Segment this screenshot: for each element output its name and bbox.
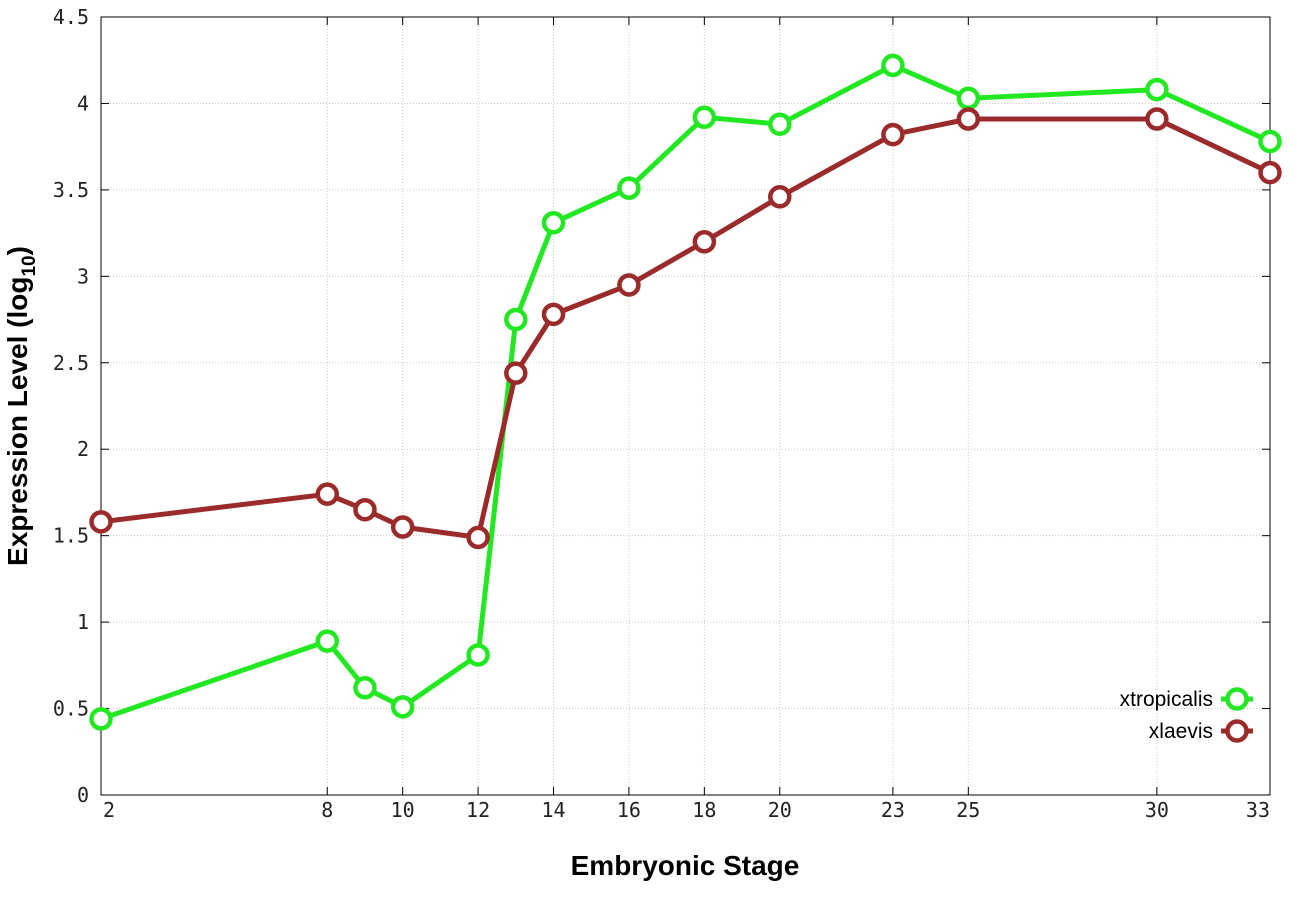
data-point-xtropicalis [353, 676, 377, 700]
data-point-xlaevis [89, 510, 113, 534]
legend-marker [1225, 719, 1249, 743]
data-point-xlaevis [956, 107, 981, 131]
data-point-xtropicalis [315, 629, 340, 653]
data-point-xtropicalis [89, 707, 113, 731]
legend-marker [1225, 687, 1249, 711]
series-xlaevis [89, 107, 1282, 550]
y-tick-label: 2.5 [53, 351, 89, 375]
y-axis-title-subscript: 10 [19, 255, 40, 276]
data-point-xtropicalis [1258, 129, 1282, 154]
data-point-xtropicalis [1145, 77, 1169, 102]
data-point-xlaevis [881, 122, 905, 147]
y-tick-label: 2 [77, 437, 89, 461]
y-tick-label: 0.5 [53, 697, 89, 721]
data-point-xtropicalis [768, 112, 792, 136]
data-point-xtropicalis [617, 176, 641, 200]
y-axis-title-close: ) [2, 246, 33, 255]
x-tick-label: 8 [321, 798, 333, 822]
data-point-xtropicalis [692, 105, 717, 130]
x-tick-label: 2 [103, 798, 115, 822]
y-tick-label: 4 [77, 91, 89, 115]
x-tick-label: 30 [1145, 798, 1169, 822]
x-tick-label: 25 [956, 798, 980, 822]
x-tick-label: 16 [617, 798, 641, 822]
y-axis-title-main: Expression Level (log [2, 277, 33, 566]
data-point-xlaevis [692, 230, 717, 254]
grid-lines [101, 17, 1270, 795]
y-tick-label: 3 [77, 264, 89, 288]
series-line-xlaevis [98, 116, 1273, 540]
legend-label: xlaevis [1149, 720, 1213, 743]
series-xtropicalis [89, 53, 1282, 731]
y-tick-label: 1 [77, 610, 89, 634]
data-point-xtropicalis [881, 53, 905, 78]
y-tick-label: 3.5 [53, 178, 89, 202]
legend-label: xtropicalis [1120, 688, 1213, 711]
x-tick-label: 18 [692, 798, 716, 822]
x-tick-label: 14 [541, 798, 565, 822]
legend: xtropicalis xlaevis [1120, 687, 1253, 743]
y-axis-title: Expression Level (log10) [2, 246, 40, 566]
y-tick-label: 1.5 [53, 524, 89, 548]
data-point-xlaevis [1258, 160, 1282, 185]
axis-ticks: 0 0.5 1 1.5 2 2.5 3 3.5 4 4.5 2 8 10 12 14 16 18 20 23 25 30… [53, 5, 1271, 822]
x-tick-label: 23 [881, 798, 905, 822]
plot-frame [100, 16, 1271, 796]
x-axis-title: Embryonic Stage [571, 850, 800, 881]
data-point-xtropicalis [466, 643, 490, 667]
data-point-xlaevis [353, 497, 377, 522]
y-tick-label: 4.5 [53, 5, 89, 29]
data-point-xlaevis [504, 361, 528, 385]
series-line-xtropicalis [98, 62, 1273, 722]
data-point-xlaevis [617, 273, 641, 297]
data-point-xlaevis [390, 515, 415, 539]
data-point-xtropicalis [390, 695, 415, 719]
y-tick-label: 0 [77, 783, 89, 807]
x-tick-label: 33 [1246, 798, 1270, 822]
data-point-xlaevis [466, 525, 490, 550]
legend-item-xtropicalis: xtropicalis [1120, 687, 1253, 711]
data-point-xtropicalis [541, 210, 566, 235]
series-layer [89, 53, 1282, 731]
x-tick-label: 20 [768, 798, 792, 822]
data-point-xlaevis [768, 185, 792, 209]
data-point-xtropicalis [504, 307, 528, 332]
data-point-xlaevis [315, 482, 340, 506]
x-tick-label: 10 [391, 798, 415, 822]
data-point-xlaevis [541, 302, 566, 327]
x-tick-label: 12 [466, 798, 490, 822]
data-point-xtropicalis [956, 86, 981, 111]
legend-item-xlaevis: xlaevis [1149, 719, 1253, 743]
data-point-xlaevis [1145, 107, 1169, 131]
